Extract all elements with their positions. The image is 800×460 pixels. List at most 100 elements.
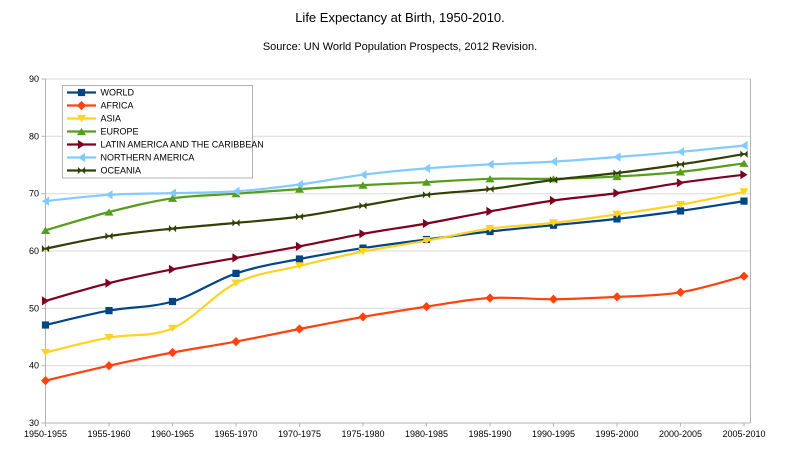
- x-axis-label: 1965-1970: [214, 429, 257, 439]
- arrow-right-marker-icon: [422, 218, 431, 229]
- arrow-right-marker-icon: [232, 253, 240, 263]
- arrow-down-marker-icon: [40, 348, 51, 357]
- series-northern-america: [41, 140, 748, 206]
- legend-label: NORTHERN AMERICA: [101, 153, 195, 163]
- legend-item-asia: ASIA: [67, 114, 121, 124]
- arrow-down-marker-icon: [612, 210, 622, 218]
- arrow-right-marker-icon: [486, 206, 494, 216]
- diamond-marker-icon: [675, 287, 686, 297]
- arrow-down-marker-icon: [294, 262, 305, 270]
- legend-label: ASIA: [101, 114, 122, 124]
- bowtie-marker-icon: [676, 160, 685, 168]
- bowtie-marker-icon: [613, 169, 621, 177]
- diamond-marker-icon: [358, 312, 368, 322]
- bowtie-marker-icon: [422, 191, 431, 199]
- bowtie-marker-icon: [295, 213, 304, 221]
- square-marker-icon: [168, 297, 177, 306]
- bowtie-marker-icon: [41, 245, 50, 253]
- square-marker-icon: [105, 307, 113, 315]
- y-axis-label: 60: [29, 246, 39, 256]
- bowtie-marker-icon: [359, 202, 367, 210]
- x-axis-label: 1955-1960: [87, 429, 130, 439]
- diamond-marker-icon: [167, 347, 178, 358]
- square-marker-icon: [740, 197, 748, 205]
- x-axis-label: 2000-2005: [659, 429, 702, 439]
- bowtie-marker-icon: [168, 225, 177, 233]
- arrow-right-marker-icon: [613, 188, 621, 198]
- bowtie-marker-icon: [232, 219, 240, 227]
- arrow-right-marker-icon: [740, 170, 748, 180]
- arrow-left-marker-icon: [613, 152, 621, 162]
- legend: WORLD AFRICA ASIA EUROPE LATIN AMERICA AND T…: [62, 85, 264, 179]
- series-line-northern-america: [44, 144, 746, 203]
- square-marker-icon: [676, 207, 685, 215]
- arrow-left-marker-icon: [359, 170, 367, 180]
- series-oceania: [41, 150, 748, 253]
- x-axis-label: 1980-1985: [405, 429, 448, 439]
- series-layer: [40, 140, 749, 386]
- x-axis-label: 1950-1955: [24, 429, 67, 439]
- square-marker-icon: [41, 321, 50, 329]
- arrow-up-marker-icon: [231, 190, 241, 198]
- diamond-marker-icon: [485, 293, 495, 303]
- legend-item-world: WORLD: [67, 88, 135, 98]
- arrow-up-marker-icon: [294, 185, 305, 193]
- arrow-up-marker-icon: [76, 127, 87, 136]
- square-marker-icon: [232, 269, 240, 277]
- arrow-down-marker-icon: [548, 219, 559, 227]
- series-latin-america-and-the-caribbean: [41, 170, 748, 306]
- series-line-world: [44, 200, 746, 327]
- series-line-africa: [44, 275, 746, 382]
- x-axis-label: 1990-1995: [532, 429, 575, 439]
- y-axis-label: 90: [29, 74, 39, 84]
- arrow-up-marker-icon: [612, 172, 622, 181]
- legend-label: OCEANIA: [101, 166, 142, 176]
- bowtie-marker-icon: [486, 185, 494, 193]
- arrow-left-marker-icon: [41, 196, 50, 206]
- legend-item-latin-america-and-the-caribbean: LATIN AMERICA AND THE CARIBBEAN: [67, 140, 264, 150]
- x-axis-label: 1995-2000: [595, 429, 638, 439]
- arrow-left-marker-icon: [295, 179, 304, 190]
- diamond-marker-icon: [612, 292, 622, 302]
- arrow-up-marker-icon: [739, 159, 749, 167]
- diamond-marker-icon: [40, 376, 51, 386]
- arrow-right-marker-icon: [41, 296, 50, 306]
- arrow-right-marker-icon: [77, 139, 86, 150]
- arrow-down-marker-icon: [167, 324, 178, 332]
- arrow-right-marker-icon: [105, 278, 113, 288]
- arrow-up-marker-icon: [485, 175, 495, 183]
- x-axis-label: 1985-1990: [468, 429, 511, 439]
- arrow-left-marker-icon: [77, 152, 86, 163]
- bowtie-marker-icon: [549, 176, 558, 184]
- series-africa: [40, 271, 749, 386]
- legend-label: WORLD: [101, 88, 135, 98]
- square-marker-icon: [77, 88, 86, 97]
- x-axis-label: 1975-1980: [341, 429, 384, 439]
- legend-item-africa: AFRICA: [67, 101, 134, 111]
- arrow-down-marker-icon: [675, 201, 686, 209]
- square-marker-icon: [295, 255, 304, 263]
- x-axis-label: 2005-2010: [722, 429, 765, 439]
- diamond-marker-icon: [739, 271, 749, 281]
- chart-title: Life Expectancy at Birth, 1950-2010.: [295, 10, 505, 25]
- arrow-down-marker-icon: [485, 225, 495, 233]
- arrow-down-marker-icon: [421, 237, 432, 245]
- bowtie-marker-icon: [740, 150, 748, 158]
- series-world: [41, 197, 748, 329]
- arrow-down-marker-icon: [76, 114, 87, 123]
- y-axis-label: 80: [29, 131, 39, 141]
- diamond-marker-icon: [548, 294, 559, 304]
- diamond-marker-icon: [76, 100, 87, 111]
- legend-label: EUROPE: [101, 127, 139, 137]
- arrow-right-marker-icon: [295, 241, 304, 251]
- arrow-up-marker-icon: [675, 168, 686, 176]
- arrow-up-marker-icon: [358, 181, 368, 189]
- arrow-down-marker-icon: [739, 188, 749, 196]
- arrow-up-marker-icon: [40, 226, 51, 234]
- diamond-marker-icon: [104, 361, 114, 371]
- x-axis-label: 1970-1975: [278, 429, 321, 439]
- arrow-left-marker-icon: [422, 163, 431, 173]
- y-axis-label: 50: [29, 303, 39, 313]
- square-marker-icon: [613, 215, 621, 223]
- arrow-left-marker-icon: [486, 159, 494, 169]
